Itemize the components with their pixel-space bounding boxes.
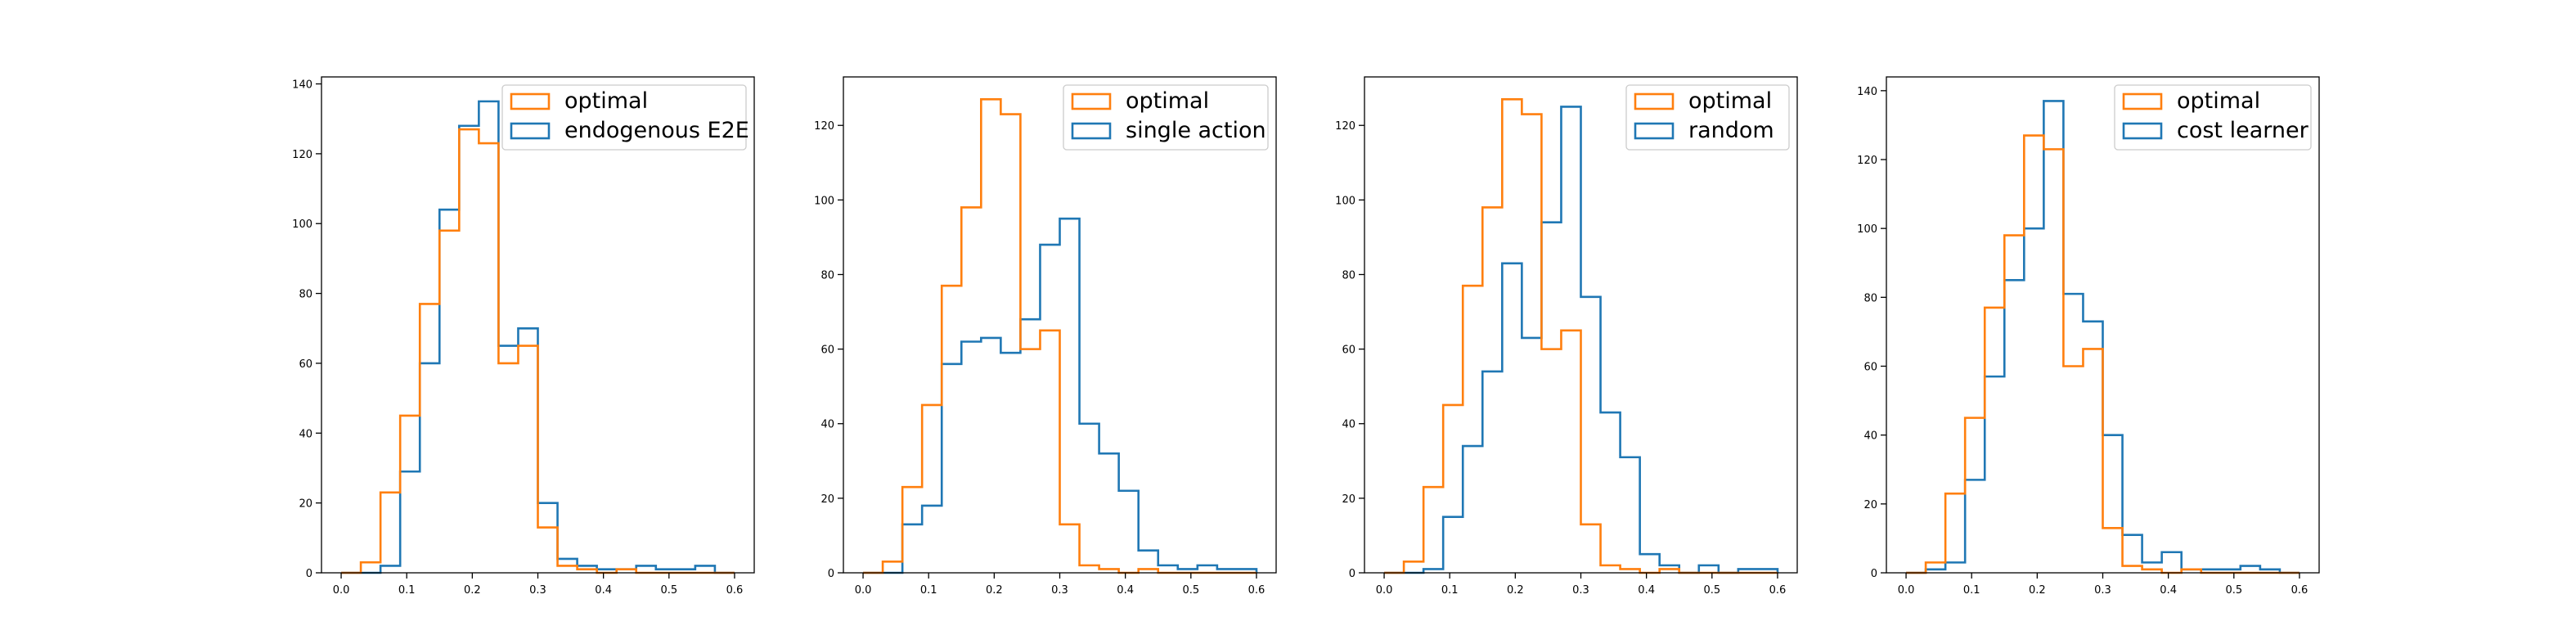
x-tick-label: 0.4 [1117,584,1134,597]
y-tick-label: 120 [814,120,834,133]
y-tick-label: 60 [1342,345,1355,357]
x-tick-label: 0.5 [1703,584,1720,597]
x-tick-label: 0.4 [595,584,612,597]
x-tick-label: 0.2 [986,584,1003,597]
legend: optimal random [1625,84,1790,151]
subplot-1: 0.0 0.1 0.2 0.3 0.4 0.5 0.6 0 20 40 60 80 100 120 140 o… [292,76,755,597]
x-tick-label: 0.4 [1638,584,1655,597]
x-tick-label: 0.6 [2291,584,2309,597]
legend-label: single action [1126,118,1266,143]
x-tick-label: 0.6 [1248,584,1266,597]
histogram-series-optimal [341,128,735,574]
x-tick-label: 0.3 [1051,584,1068,597]
x-tick-label: 0.2 [2029,584,2046,597]
y-tick-label: 140 [1857,86,1877,98]
x-tick-label: 0.3 [1572,584,1589,597]
y-tick-label: 80 [1863,292,1877,304]
y-tick-label: 0 [828,568,834,580]
x-tick-label: 0.3 [529,584,546,597]
y-tick-label: 100 [1335,195,1355,207]
legend-box [1625,84,1790,151]
y-tick-label: 60 [299,358,312,371]
x-tick-label: 0.6 [1769,584,1787,597]
y-tick-label: 80 [299,289,312,301]
legend-label: endogenous E2E [564,118,749,143]
legend-swatch [1071,92,1112,110]
subplot-4: 0.0 0.1 0.2 0.3 0.4 0.5 0.6 0 20 40 60 80 100 120 140 o… [1857,76,2320,597]
legend-label: optimal [2177,88,2260,114]
histogram-series-random [1384,106,1779,574]
histogram-series-optimal [1384,98,1778,574]
y-tick-label: 20 [299,498,312,511]
x-tick-label: 0.0 [1376,584,1393,597]
legend-box [1063,84,1269,151]
x-tick-label: 0.0 [1898,584,1915,597]
y-tick-label: 80 [1342,269,1355,281]
legend-swatch [1634,122,1675,140]
x-tick-label: 0.0 [333,584,350,597]
x-tick-label: 0.4 [2160,584,2177,597]
legend-box [2114,84,2312,151]
x-tick-label: 0.5 [1182,584,1199,597]
legend-label: random [1688,118,1774,143]
histogram-series-cost-learner [1906,100,2300,574]
legend-swatch [2122,92,2163,110]
histogram-series-optimal [1906,134,2300,574]
legend-swatch [2122,122,2163,140]
x-tick-label: 0.2 [464,584,481,597]
subplot-3: 0.0 0.1 0.2 0.3 0.4 0.5 0.6 0 20 40 60 80 100 120 opti… [1335,76,1798,597]
y-tick-label: 120 [292,149,312,161]
y-tick-label: 80 [820,269,834,281]
y-tick-label: 60 [820,345,834,357]
legend-label: optimal [564,88,648,114]
y-tick-label: 0 [306,568,312,580]
legend-swatch [1071,122,1112,140]
legend-box [501,84,747,151]
histogram-series-single-action [863,217,1258,574]
x-tick-label: 0.1 [1441,584,1459,597]
legend: optimal endogenous E2E [501,84,749,151]
x-tick-label: 0.1 [920,584,937,597]
legend: optimal cost learner [2114,84,2312,151]
legend-swatch [1634,92,1675,110]
x-tick-label: 0.2 [1507,584,1524,597]
x-tick-label: 0.1 [398,584,416,597]
y-tick-label: 40 [299,428,312,440]
y-tick-label: 20 [1342,493,1355,506]
y-tick-label: 0 [1349,568,1355,580]
y-tick-label: 120 [1857,155,1877,167]
histogram-series-endogenous-e2e [341,100,735,574]
legend-swatch [510,92,551,110]
legend-label: optimal [1126,88,1209,114]
x-tick-label: 0.5 [660,584,677,597]
y-tick-label: 60 [1863,362,1877,374]
x-tick-label: 0.5 [2225,584,2242,597]
legend-label: cost learner [2177,118,2309,143]
y-tick-label: 100 [1857,223,1877,236]
legend-label: optimal [1688,88,1772,114]
y-tick-label: 140 [292,79,312,92]
y-tick-label: 40 [1863,430,1877,443]
x-tick-label: 0.0 [855,584,872,597]
y-tick-label: 100 [292,218,312,231]
y-tick-label: 20 [820,493,834,506]
y-tick-label: 100 [814,195,834,207]
x-tick-label: 0.1 [1963,584,1980,597]
x-tick-label: 0.3 [2094,584,2111,597]
y-tick-label: 120 [1335,120,1355,133]
y-tick-label: 20 [1863,499,1877,511]
y-tick-label: 40 [820,419,834,431]
y-tick-label: 0 [1871,568,1877,580]
x-tick-label: 0.6 [726,584,744,597]
subplot-2: 0.0 0.1 0.2 0.3 0.4 0.5 0.6 0 20 40 60 80 100 120 opti… [814,76,1277,597]
histogram-series-optimal [863,98,1257,574]
legend-swatch [510,122,551,140]
legend: optimal single action [1063,84,1269,151]
y-tick-label: 40 [1342,419,1355,431]
